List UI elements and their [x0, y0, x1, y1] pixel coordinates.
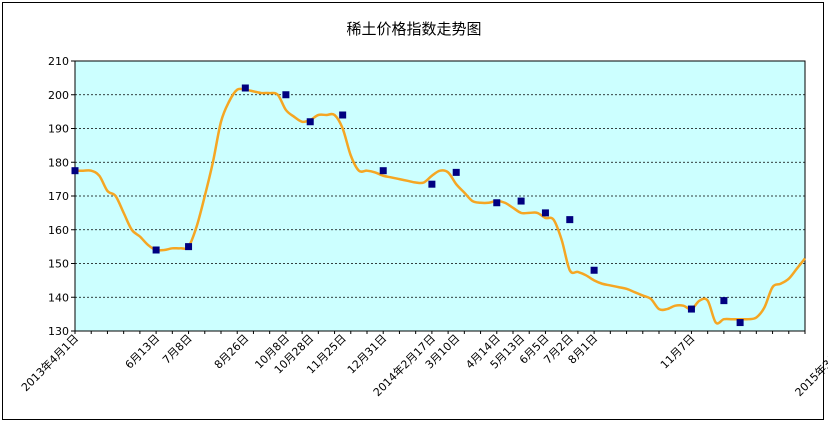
y-tick-label: 180 — [48, 156, 69, 169]
y-tick-label: 200 — [48, 89, 69, 102]
data-point-marker — [71, 167, 79, 175]
data-point-marker — [566, 216, 574, 224]
y-tick-label: 130 — [48, 325, 69, 338]
data-point-marker — [720, 297, 728, 305]
data-point-marker — [541, 209, 549, 217]
data-point-marker — [306, 118, 314, 126]
data-point-marker — [687, 305, 695, 313]
y-tick-label: 210 — [48, 55, 69, 68]
y-tick-label: 160 — [48, 224, 69, 237]
data-point-marker — [241, 84, 249, 92]
y-axis-ticks: 130 140 150 160 170 180 190 200 210 — [48, 55, 75, 338]
x-tick-label: 6月13日 — [123, 332, 163, 372]
data-point-marker — [185, 243, 193, 251]
data-point-marker — [282, 91, 290, 99]
data-point-marker — [379, 167, 387, 175]
data-point-marker — [590, 266, 598, 274]
x-tick-label: 7月8日 — [160, 332, 195, 367]
data-point-marker — [339, 111, 347, 119]
x-tick-label: 11月7日 — [658, 332, 698, 372]
data-point-marker — [428, 180, 436, 188]
chart-title: 稀土价格指数走势图 — [346, 20, 482, 38]
x-tick-label: 8月26日 — [212, 332, 252, 372]
data-point-marker — [452, 168, 460, 176]
data-point-marker — [493, 199, 501, 207]
x-tick-label: 12月31日 — [345, 332, 390, 377]
x-tick-label: 2015年3月19日 — [792, 331, 828, 399]
data-markers — [71, 84, 744, 327]
data-point-marker — [152, 246, 160, 254]
price-index-line — [75, 87, 806, 325]
y-tick-label: 140 — [48, 291, 69, 304]
y-tick-label: 150 — [48, 258, 69, 271]
y-tick-label: 170 — [48, 190, 69, 203]
x-tick-label: 2013年4月1日 — [18, 331, 81, 394]
y-tick-label: 190 — [48, 123, 69, 136]
data-point-marker — [736, 319, 744, 327]
data-point-marker — [517, 197, 525, 205]
